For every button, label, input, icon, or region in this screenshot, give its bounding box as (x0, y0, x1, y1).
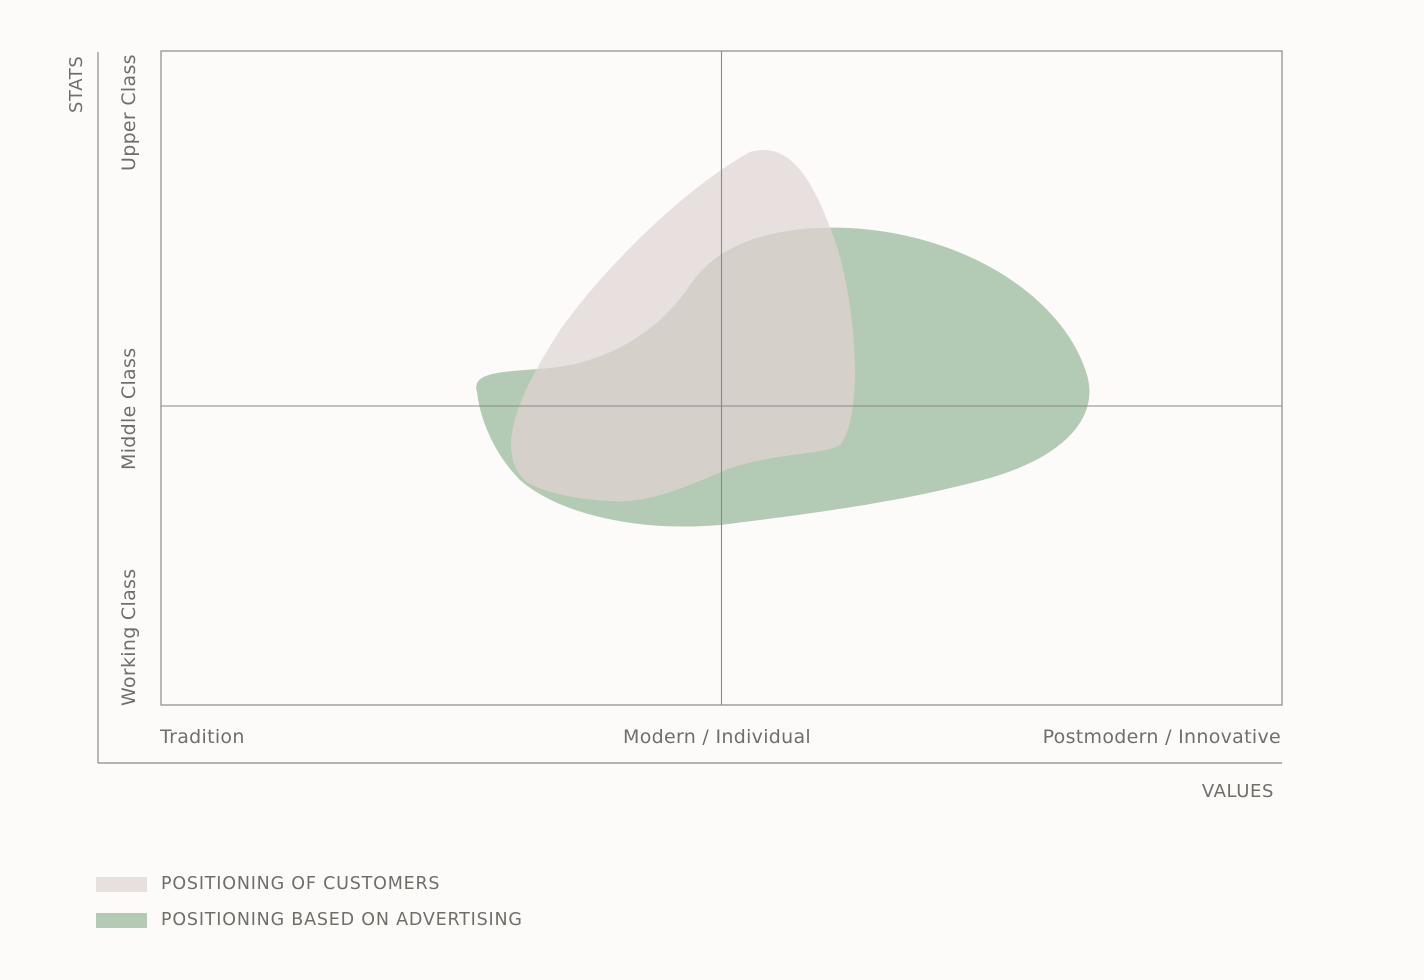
legend-swatch-advertising (96, 912, 147, 928)
y-level-middle: Middle Class (118, 347, 140, 470)
legend-item-advertising: POSITIONING BASED ON ADVERTISING (96, 908, 523, 932)
x-level-modern: Modern / Individual (623, 726, 811, 748)
x-level-tradition: Tradition (160, 726, 245, 748)
legend-item-customers: POSITIONING OF CUSTOMERS (96, 872, 440, 896)
x-axis-title: VALUES (1201, 781, 1274, 802)
y-level-working: Working Class (118, 568, 140, 706)
y-axis-title: STATS (66, 55, 87, 113)
legend-label-advertising: POSITIONING BASED ON ADVERTISING (161, 910, 523, 930)
x-level-postmodern: Postmodern / Innovative (1042, 726, 1281, 748)
legend-label-customers: POSITIONING OF CUSTOMERS (161, 874, 441, 894)
overlap-region (511, 227, 855, 502)
legend-swatch-customers (96, 876, 147, 892)
y-level-upper: Upper Class (118, 54, 140, 171)
